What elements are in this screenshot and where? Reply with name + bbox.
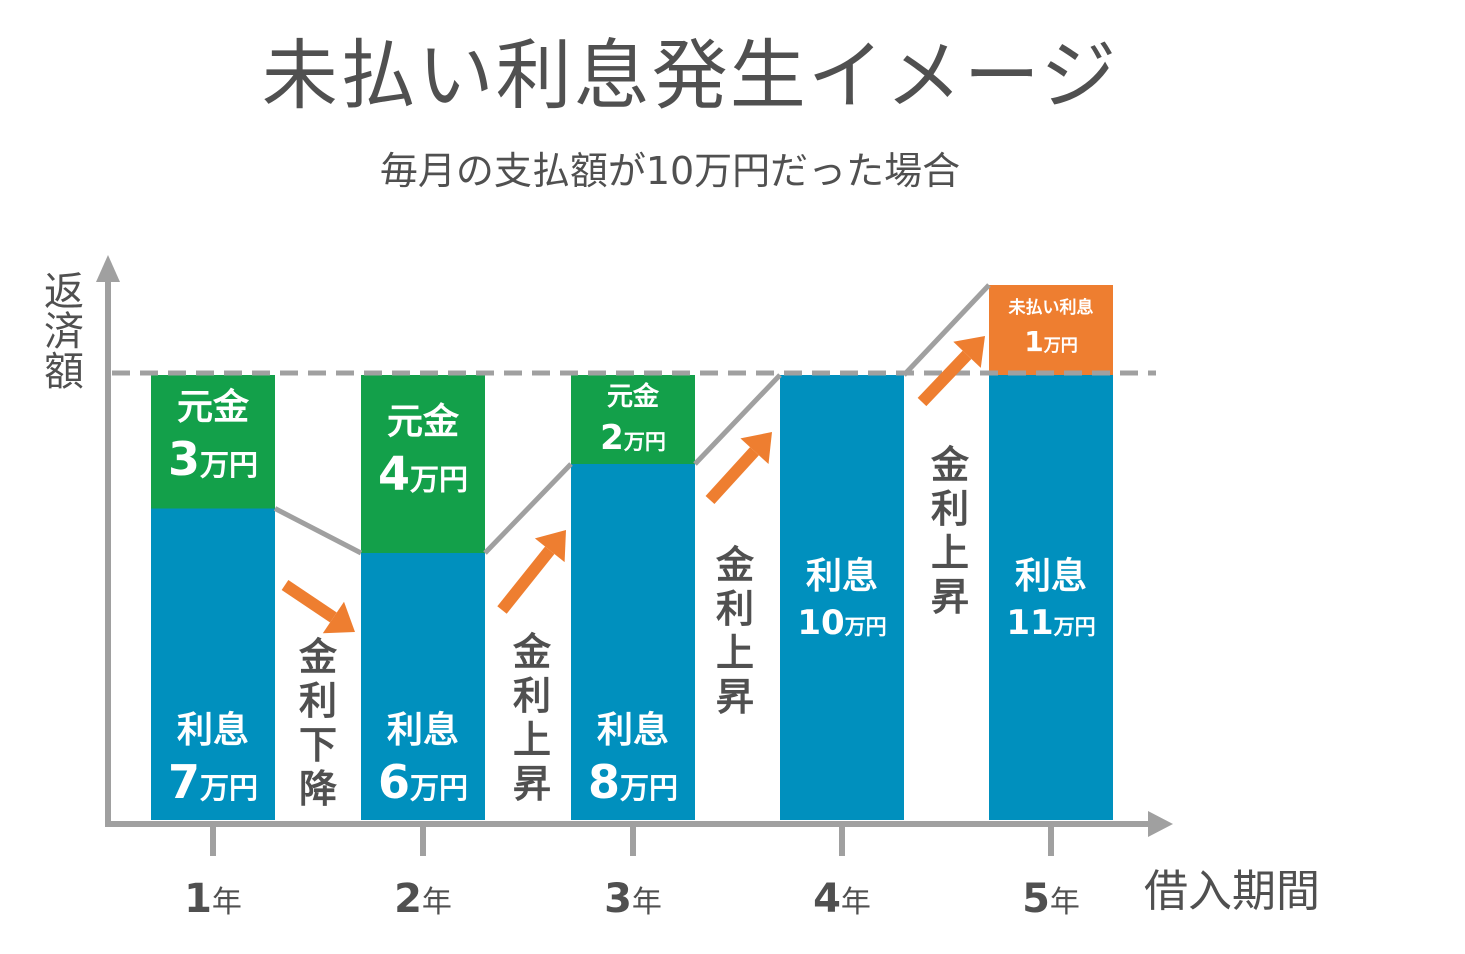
- chart-subtitle: 毎月の支払額が10万円だった場合: [379, 149, 961, 193]
- x-tick-label-4: 4年: [813, 876, 871, 922]
- bar-interest-label-1: 利息: [177, 710, 249, 751]
- bar-principal-label-1: 元金: [177, 386, 250, 428]
- bar-principal-value-2: 4万円: [378, 447, 468, 501]
- trend-arrow-2: [497, 546, 555, 614]
- bar-interest-value-2: 6万円: [378, 755, 468, 809]
- bar-principal-2: [361, 375, 485, 553]
- bar-interest-value-5: 11万円: [1006, 603, 1095, 643]
- bar-interest-5: [989, 330, 1113, 820]
- bar-principal-value-3: 2万円: [600, 418, 666, 458]
- bar-interest-4: [780, 375, 904, 820]
- trend-arrowhead-icon-2: [534, 530, 566, 563]
- bar-interest-2: [361, 553, 485, 820]
- bar-interest-value-1: 7万円: [168, 755, 258, 809]
- y-axis-arrow-icon: [96, 255, 120, 282]
- bar-interest-3: [571, 464, 695, 820]
- bar-unpaid-value-5: 1万円: [1024, 325, 1077, 358]
- bar-interest-label-5: 利息: [1015, 556, 1087, 597]
- bar-principal-3: [571, 375, 695, 464]
- bar-principal-1: [151, 375, 275, 509]
- bar-interest-value-4: 10万円: [797, 603, 886, 643]
- trend-connector-3: [693, 373, 782, 466]
- bar-interest-label-4: 利息: [806, 556, 878, 597]
- trend-connector-1: [273, 506, 363, 556]
- x-tick-label-1: 1年: [184, 876, 242, 922]
- x-axis-arrow-icon: [1148, 811, 1173, 837]
- bar-principal-value-1: 3万円: [168, 432, 258, 486]
- trend-arrow-1: [281, 580, 337, 623]
- bar-interest-value-3: 8万円: [588, 755, 678, 809]
- rate-annotation-2: 金利上昇: [512, 630, 552, 806]
- bar-interest-label-3: 利息: [597, 710, 669, 751]
- x-tick-label-5: 5年: [1022, 876, 1080, 922]
- trend-arrowhead-icon-4: [953, 336, 985, 368]
- bar-unpaid-5: [989, 285, 1113, 375]
- trend-connector-4: [902, 283, 991, 377]
- bar-interest-1: [151, 508, 275, 820]
- trend-connector-2: [483, 462, 573, 555]
- trend-arrow-3: [705, 447, 759, 505]
- rate-annotation-3: 金利上昇: [715, 543, 755, 719]
- bar-principal-label-3: 元金: [607, 381, 660, 412]
- bar-principal-label-2: 元金: [387, 401, 460, 443]
- bar-interest-label-2: 利息: [387, 710, 459, 751]
- x-tick-label-3: 3年: [604, 876, 662, 922]
- trend-arrowhead-icon-3: [740, 432, 772, 465]
- bar-unpaid-label-5: 未払い利息: [1008, 297, 1094, 318]
- x-axis-label: 借入期間: [1144, 866, 1320, 917]
- x-tick-label-2: 2年: [394, 876, 452, 922]
- trend-arrow-4: [917, 350, 972, 407]
- trend-arrowhead-icon-1: [322, 601, 355, 634]
- rate-annotation-1: 金利下降: [298, 635, 338, 811]
- y-axis-label: 返済額: [37, 270, 83, 390]
- chart-title: 未払い利息発生イメージ: [261, 31, 1119, 120]
- rate-annotation-4: 金利上昇: [930, 443, 970, 619]
